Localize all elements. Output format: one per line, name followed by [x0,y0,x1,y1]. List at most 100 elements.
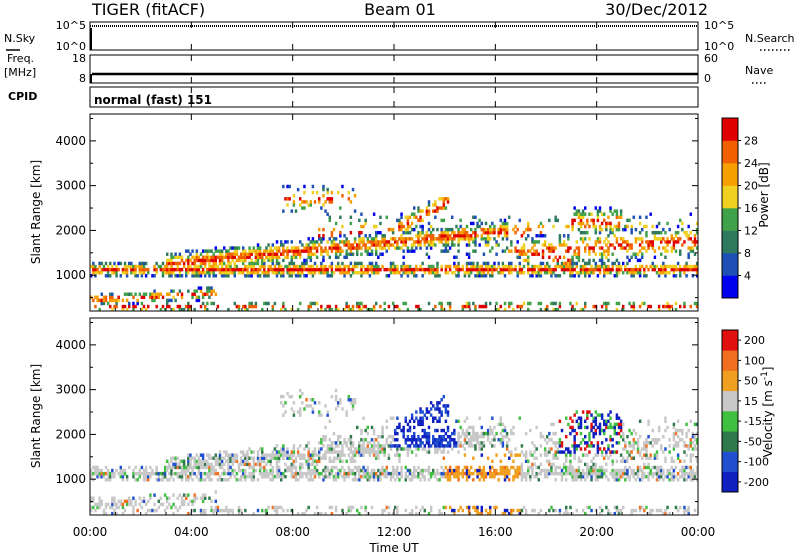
heatmap-cell [676,240,680,244]
heatmap-cell [248,447,251,451]
heatmap-cell [233,249,237,253]
heatmap-cell [662,237,665,241]
heatmap-cell [436,450,439,454]
heatmap-cell [687,252,690,256]
heatmap-cell [695,304,699,309]
heatmap-cell [505,447,509,451]
heatmap-cell [465,267,469,272]
heatmap-cell [358,471,361,476]
heatmap-cell [263,508,266,513]
heatmap-cell [444,431,448,436]
heatmap-cell [237,246,241,250]
heatmap-cell [280,240,283,244]
heatmap-cell [368,441,372,445]
heatmap-cell [170,474,173,479]
heatmap-cell [212,471,215,476]
heatmap-cell [377,255,380,260]
heatmap-cell [372,240,376,244]
heatmap-cell [463,304,467,309]
heatmap-cell [277,471,281,476]
heatmap-cell [590,468,593,473]
heatmap-cell [474,307,477,312]
heatmap-cell [638,419,642,424]
heatmap-cell [619,471,623,476]
heatmap-cell [478,416,481,420]
heatmap-cell [453,255,456,260]
heatmap-cell [322,187,325,192]
heatmap-cell [248,270,251,275]
heatmap-cell [482,465,486,470]
heatmap-cell [166,258,169,263]
heatmap-cell [417,471,420,476]
heatmap-cell [603,419,606,424]
heatmap-cell [301,200,304,204]
heatmap-cell [624,264,627,269]
heatmap-cell [695,270,699,275]
heatmap-cell [613,274,617,278]
heatmap-cell [590,465,593,470]
heatmap-cell [556,261,560,266]
heatmap-cell [212,270,215,275]
heatmap-cell [472,261,475,266]
heatmap-cell [140,270,144,275]
heatmap-cell [674,307,678,312]
heatmap-cell [446,197,450,201]
heatmap-cell [567,261,570,266]
heatmap-cell [453,438,456,442]
heatmap-cell [668,450,671,454]
heatmap-cell [104,267,108,272]
heatmap-cell [577,215,581,220]
heatmap-cell [398,237,401,241]
heatmap-cell [275,508,279,513]
heatmap-cell [581,264,585,269]
heatmap-cell [410,434,414,439]
heatmap-cell [533,456,536,460]
heatmap-cell [98,264,101,269]
heatmap-cell [503,227,507,232]
heatmap-cell [691,468,695,473]
heatmap-cell [560,243,564,247]
heatmap-cell [465,471,469,476]
heatmap-cell [318,234,321,238]
heatmap-cell [119,274,123,278]
heatmap-cell [499,422,503,427]
heatmap-cell [125,267,129,272]
heatmap-cell [575,301,579,306]
heatmap-cell [322,434,325,439]
heatmap-cell [318,200,321,204]
heatmap-cell [457,249,460,253]
heatmap-cell [212,456,215,460]
heatmap-cell [197,468,201,473]
heatmap-cell [607,221,610,226]
heatmap-cell [178,267,182,272]
heatmap-cell [438,478,441,482]
heatmap-cell [334,221,338,226]
heatmap-cell [284,249,287,253]
heatmap-cell [343,270,346,275]
heatmap-cell [695,274,699,278]
heatmap-cell [273,505,277,510]
heatmap-cell [649,304,652,309]
heatmap-cell [592,221,595,226]
heatmap-cell [607,270,610,275]
heatmap-cell [147,474,150,479]
heatmap-cell [657,246,661,250]
heatmap-cell [356,243,359,247]
heatmap-cell [109,505,112,510]
heatmap-cell [286,184,289,189]
heatmap-cell [322,270,325,275]
heatmap-cell [444,197,448,201]
heatmap-cell [347,267,351,272]
heatmap-cell [347,447,351,451]
heatmap-cell [503,230,507,235]
heatmap-cell [624,468,627,473]
heatmap-cell [273,456,277,460]
heatmap-cell [584,261,587,266]
heatmap-cell [381,471,384,476]
heatmap-cell [683,505,686,510]
heatmap-cell [592,434,595,439]
heatmap-cell [166,459,169,464]
heatmap-cell [170,258,173,263]
heatmap-cell [440,264,443,269]
heatmap-cell [372,237,376,241]
